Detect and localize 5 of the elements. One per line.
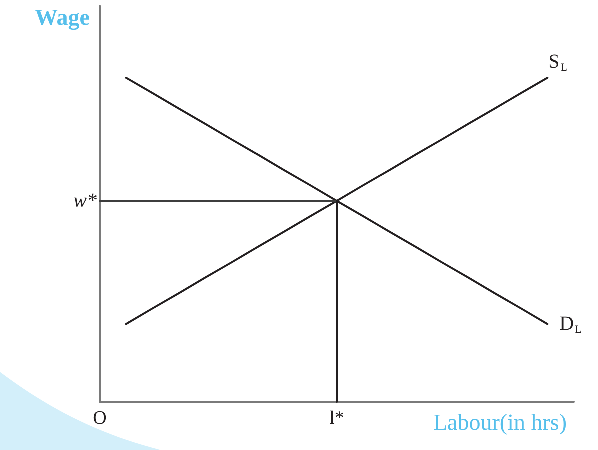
x-tick-label: O <box>93 408 107 429</box>
x-axis-title: Labour(in hrs) <box>434 410 567 435</box>
y-axis-title: Wage <box>35 5 90 31</box>
x-tick-label: l* <box>330 408 344 429</box>
text: w* <box>74 190 97 212</box>
